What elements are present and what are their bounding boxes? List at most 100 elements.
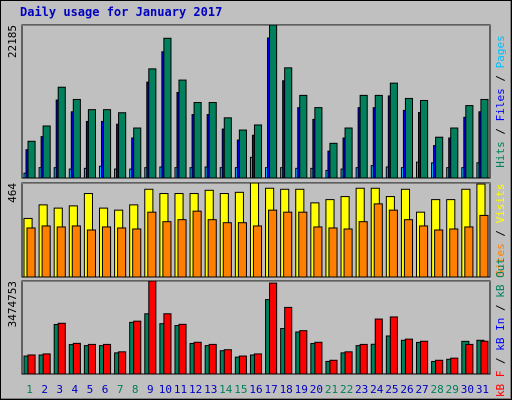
bar	[358, 221, 368, 278]
x-tick-label: 24	[370, 383, 384, 396]
bar	[163, 37, 172, 179]
bar	[178, 323, 187, 375]
bar	[284, 67, 293, 179]
x-tick-label: 16	[249, 383, 262, 396]
x-tick-label: 9	[147, 383, 154, 396]
bar	[449, 228, 459, 278]
bar	[177, 219, 187, 278]
bar	[163, 313, 172, 375]
bar	[328, 227, 338, 278]
chart-title: Daily usage for January 2017	[20, 5, 222, 19]
bar	[118, 351, 127, 375]
bar	[480, 98, 489, 179]
bar	[389, 82, 398, 179]
bar	[329, 359, 338, 375]
bar	[344, 351, 353, 375]
legend-separator: /	[494, 223, 507, 243]
x-tick-label: 15	[234, 383, 247, 396]
legend: Hits / Files / Pages	[494, 35, 507, 168]
legend-entry: kB F	[494, 371, 507, 398]
bar	[388, 209, 398, 278]
bar	[253, 124, 263, 179]
bar	[299, 94, 308, 179]
bar	[284, 306, 293, 375]
bar	[87, 109, 96, 179]
legend-entry: Pages	[494, 35, 507, 68]
x-tick-label: 21	[325, 383, 338, 396]
x-tick-label: 1	[26, 383, 33, 396]
bar	[298, 211, 308, 278]
bar	[374, 94, 383, 179]
bar	[148, 280, 157, 375]
bar	[419, 225, 429, 278]
x-tick-label: 31	[476, 383, 489, 396]
bar	[479, 214, 489, 278]
bar	[193, 341, 202, 375]
bar	[132, 228, 142, 278]
bar	[56, 226, 66, 278]
bar	[72, 98, 81, 179]
legend-entry: Sites	[494, 243, 507, 276]
bar	[420, 99, 429, 179]
bar	[42, 125, 51, 179]
bar	[480, 340, 489, 375]
bar	[101, 226, 112, 278]
bar	[207, 219, 217, 278]
bar	[208, 102, 217, 179]
x-tick-label: 6	[102, 383, 109, 396]
bar	[404, 338, 414, 375]
bar	[269, 282, 278, 375]
bar	[314, 107, 323, 179]
bar	[253, 353, 263, 375]
bar	[465, 343, 474, 375]
x-tick-label: 28	[431, 383, 444, 396]
bar	[237, 222, 247, 278]
legend-separator: /	[494, 351, 507, 371]
legend-separator: /	[494, 121, 507, 141]
bar	[268, 209, 278, 278]
bar	[403, 219, 414, 278]
bar	[313, 226, 323, 278]
x-tick-label: 27	[415, 383, 428, 396]
x-tick-label: 30	[461, 383, 474, 396]
bar	[71, 225, 81, 278]
y-tick-label: 464	[6, 183, 19, 203]
x-tick-label: 5	[87, 383, 94, 396]
bar	[238, 129, 247, 179]
bar	[87, 343, 96, 375]
bar	[450, 357, 459, 375]
x-tick-label: 26	[400, 383, 413, 396]
bar	[435, 136, 444, 179]
bar	[102, 109, 112, 179]
bar	[373, 203, 383, 278]
bar	[435, 359, 444, 375]
bar	[359, 94, 368, 179]
bar	[86, 229, 96, 278]
bar	[42, 353, 51, 375]
bar	[464, 226, 474, 278]
x-tick-label: 19	[295, 383, 308, 396]
y-tick-label: 3474753	[6, 281, 19, 327]
bar	[118, 112, 127, 179]
legend-entry: Visits	[494, 184, 507, 224]
x-tick-label: 14	[219, 383, 233, 396]
x-tick-label: 4	[72, 383, 79, 396]
bar	[133, 127, 142, 179]
x-tick-label: 20	[310, 383, 323, 396]
legend-entry: Files	[494, 88, 507, 121]
bar	[389, 316, 398, 375]
x-tick-label: 22	[340, 383, 353, 396]
x-tick-label: 2	[41, 383, 48, 396]
legend-separator: /	[494, 68, 507, 88]
bar	[147, 211, 157, 278]
bar	[27, 354, 36, 375]
y-tick-label: 22185	[6, 25, 19, 58]
bar	[420, 340, 429, 375]
bar	[162, 221, 172, 278]
x-tick-label: 7	[117, 383, 124, 396]
bar	[223, 117, 232, 179]
x-tick-label: 8	[132, 383, 139, 396]
bar	[178, 79, 187, 179]
bar	[374, 318, 383, 375]
